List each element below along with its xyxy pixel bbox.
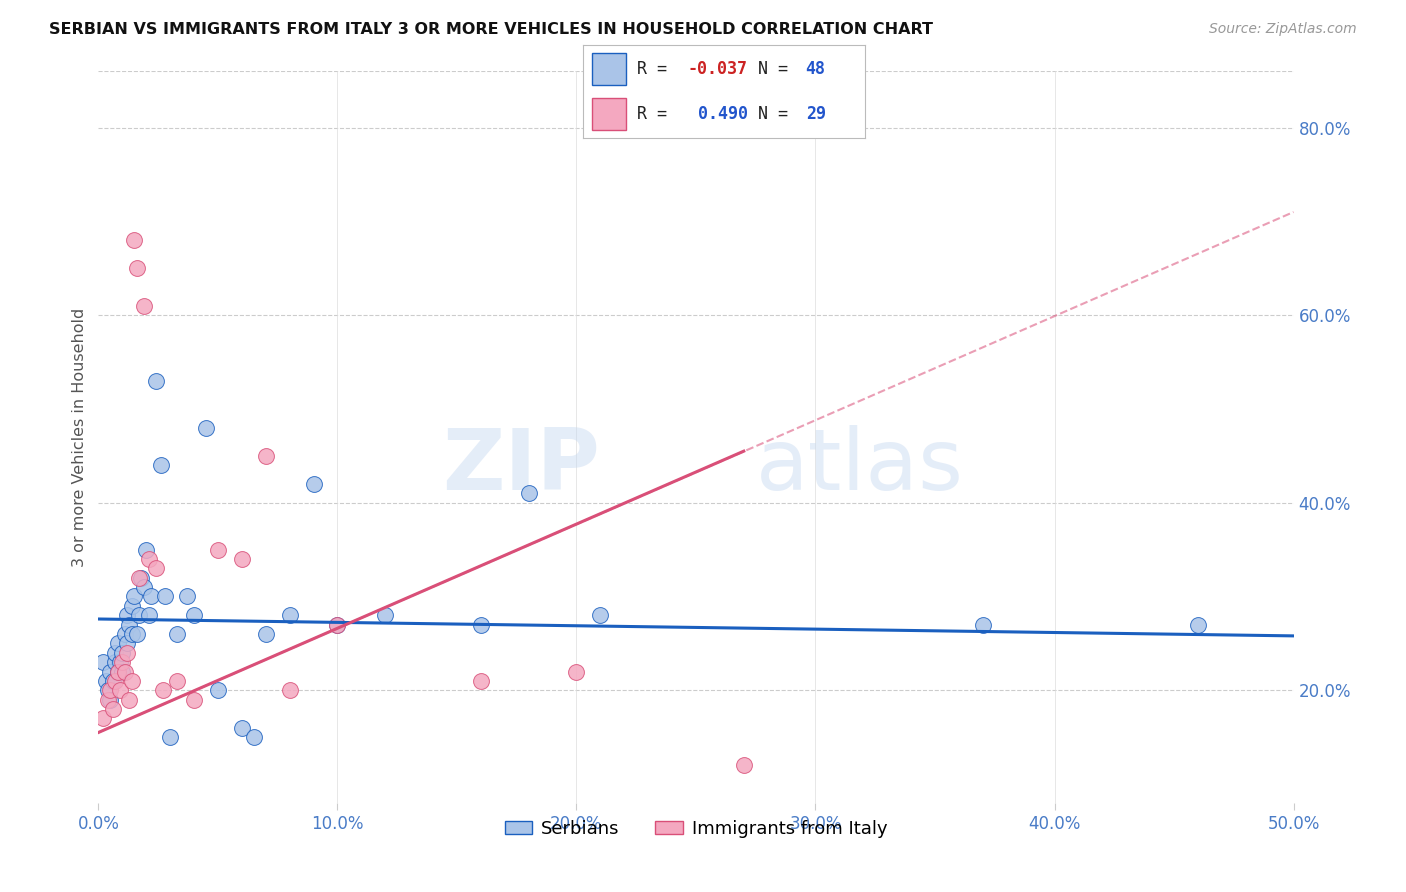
Text: atlas: atlas [756, 425, 963, 508]
Text: Source: ZipAtlas.com: Source: ZipAtlas.com [1209, 22, 1357, 37]
Point [138, 608, 160, 623]
Text: R =: R = [637, 105, 676, 123]
Point [166, 627, 188, 641]
Point [121, 673, 143, 688]
Point [115, 646, 138, 660]
Point [1187, 617, 1209, 632]
Point [183, 692, 205, 706]
Point [470, 673, 492, 688]
Point [111, 655, 134, 669]
Point [159, 730, 181, 744]
Text: N =: N = [758, 105, 797, 123]
Point [589, 608, 612, 623]
Point [114, 627, 136, 641]
Point [231, 552, 253, 566]
Point [207, 542, 229, 557]
Text: 29: 29 [806, 105, 825, 123]
Point [107, 636, 129, 650]
Point [278, 683, 301, 698]
Point [125, 261, 148, 276]
Point [152, 683, 174, 698]
Point [166, 673, 188, 688]
Point [104, 673, 127, 688]
Point [115, 608, 138, 623]
Point [91, 711, 114, 725]
Text: 0.490: 0.490 [688, 105, 748, 123]
Point [132, 299, 155, 313]
Point [104, 646, 127, 660]
Point [107, 665, 129, 679]
Point [374, 608, 396, 623]
Point [139, 590, 162, 604]
Point [155, 590, 177, 604]
Point [101, 673, 124, 688]
Point [107, 665, 129, 679]
Point [91, 655, 114, 669]
Point [254, 627, 277, 641]
Bar [592, 53, 626, 85]
Point [111, 665, 134, 679]
Point [114, 665, 136, 679]
Bar [592, 98, 626, 130]
Point [97, 692, 120, 706]
Point [111, 646, 134, 660]
Point [132, 580, 155, 594]
Point [183, 608, 205, 623]
Point [125, 627, 148, 641]
Point [128, 608, 150, 623]
Point [243, 730, 266, 744]
Point [97, 683, 120, 698]
Point [131, 571, 153, 585]
Text: SERBIAN VS IMMIGRANTS FROM ITALY 3 OR MORE VEHICLES IN HOUSEHOLD CORRELATION CHA: SERBIAN VS IMMIGRANTS FROM ITALY 3 OR MO… [49, 22, 934, 37]
Text: -0.037: -0.037 [688, 60, 748, 78]
Point [115, 636, 138, 650]
Text: N =: N = [758, 60, 797, 78]
Point [972, 617, 994, 632]
Point [118, 617, 141, 632]
Point [124, 233, 146, 247]
Point [135, 542, 157, 557]
Point [108, 655, 131, 669]
Point [138, 552, 160, 566]
Point [98, 665, 122, 679]
Point [278, 608, 301, 623]
Point [207, 683, 229, 698]
Legend: Serbians, Immigrants from Italy: Serbians, Immigrants from Italy [498, 813, 894, 845]
Point [145, 374, 167, 388]
Point [145, 561, 167, 575]
Point [231, 721, 253, 735]
Point [118, 692, 141, 706]
Point [302, 477, 325, 491]
Text: R =: R = [637, 60, 676, 78]
Point [733, 758, 755, 772]
Point [108, 683, 131, 698]
Y-axis label: 3 or more Vehicles in Household: 3 or more Vehicles in Household [72, 308, 87, 566]
Point [121, 599, 143, 613]
Point [195, 420, 218, 434]
Point [517, 486, 540, 500]
Point [104, 655, 127, 669]
Text: ZIP: ZIP [443, 425, 600, 508]
Point [121, 627, 143, 641]
Point [98, 692, 122, 706]
Point [470, 617, 492, 632]
Point [254, 449, 277, 463]
Point [101, 702, 124, 716]
Point [149, 458, 172, 473]
Point [565, 665, 588, 679]
Point [124, 590, 146, 604]
Point [326, 617, 349, 632]
Point [128, 571, 150, 585]
Point [176, 590, 198, 604]
Point [94, 673, 117, 688]
Point [326, 617, 349, 632]
Text: 48: 48 [806, 60, 825, 78]
Point [98, 683, 122, 698]
